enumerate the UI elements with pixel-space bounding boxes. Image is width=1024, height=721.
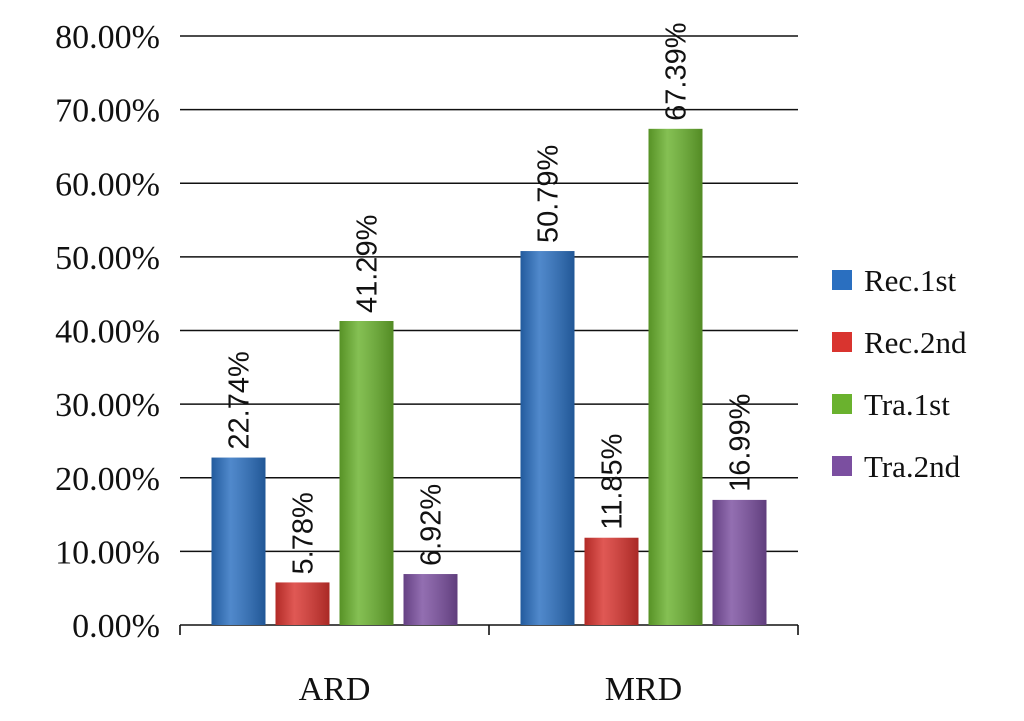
y-tick-label: 10.00% bbox=[55, 534, 160, 571]
bar-shading bbox=[584, 537, 639, 625]
y-axis-ticks: 0.00% 10.00% 20.00% 30.00% 40.00% 50.00% 60.00… bbox=[55, 19, 160, 645]
y-tick-label: 60.00% bbox=[55, 166, 160, 203]
y-tick-label: 70.00% bbox=[55, 93, 160, 130]
x-axis-categories: ARD MRD bbox=[299, 671, 683, 708]
x-category-label: MRD bbox=[605, 671, 682, 708]
legend-swatch bbox=[832, 332, 852, 352]
bars bbox=[211, 128, 767, 625]
bar-shading bbox=[211, 457, 266, 625]
bar-shading bbox=[520, 251, 575, 625]
legend-entry: Rec.1st bbox=[864, 263, 957, 298]
legend-swatch bbox=[832, 394, 852, 414]
data-label: 16.99% bbox=[725, 394, 757, 492]
y-tick-label: 30.00% bbox=[55, 387, 160, 424]
y-tick-label: 50.00% bbox=[55, 240, 160, 277]
legend-entry: Rec.2nd bbox=[864, 325, 967, 360]
bar-shading bbox=[712, 499, 767, 625]
y-tick-label: 0.00% bbox=[72, 608, 160, 645]
gridlines bbox=[179, 35, 799, 635]
bar-shading bbox=[275, 582, 330, 625]
data-label: 67.39% bbox=[661, 22, 693, 120]
legend-swatch bbox=[832, 456, 852, 476]
legend: Rec.1st Rec.2nd Tra.1st Tra.2nd bbox=[832, 263, 967, 484]
legend-swatch bbox=[832, 270, 852, 290]
bar-shading bbox=[648, 128, 703, 625]
y-tick-label: 40.00% bbox=[55, 314, 160, 351]
data-label: 41.29% bbox=[352, 215, 384, 313]
data-labels: 22.74% 5.78% 41.29% 6.92% 50.79% 11.85% 67.39%… bbox=[224, 22, 757, 574]
data-label: 22.74% bbox=[224, 351, 256, 449]
bar-shading bbox=[403, 574, 458, 625]
data-label: 50.79% bbox=[533, 145, 565, 243]
data-label: 11.85% bbox=[597, 434, 629, 530]
data-label: 5.78% bbox=[288, 492, 320, 574]
legend-entry: Tra.2nd bbox=[864, 449, 961, 484]
data-label: 6.92% bbox=[416, 484, 448, 566]
y-tick-label: 20.00% bbox=[55, 461, 160, 498]
bar-shading bbox=[339, 321, 394, 625]
legend-entry: Tra.1st bbox=[864, 387, 950, 422]
y-tick-label: 80.00% bbox=[55, 19, 160, 56]
x-category-label: ARD bbox=[299, 671, 371, 708]
